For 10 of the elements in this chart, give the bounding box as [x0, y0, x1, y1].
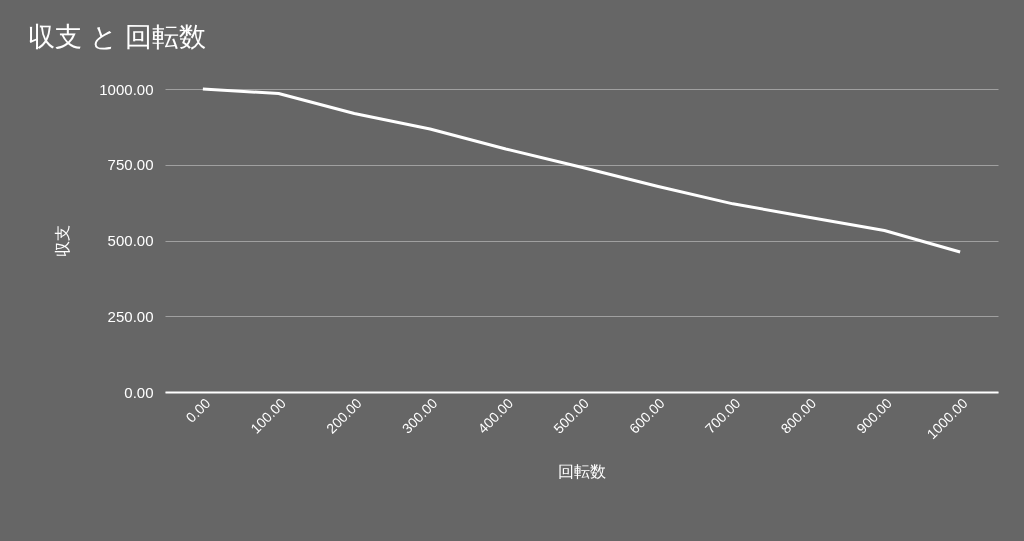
x-axis-title: 回転数: [558, 463, 606, 481]
x-tick-label: 0.00: [182, 394, 214, 426]
y-tick-label: 500.00: [107, 232, 154, 249]
y-tick-label: 1000.00: [99, 80, 154, 98]
y-tick-label: 750.00: [107, 156, 154, 174]
y-axis-title: 収支: [54, 225, 72, 257]
chart-title: 収支 と 回転数: [28, 22, 207, 52]
line-series: [201, 87, 962, 254]
y-tick-label: 0.00: [124, 383, 154, 401]
y-tick-label: 250.00: [107, 307, 154, 325]
